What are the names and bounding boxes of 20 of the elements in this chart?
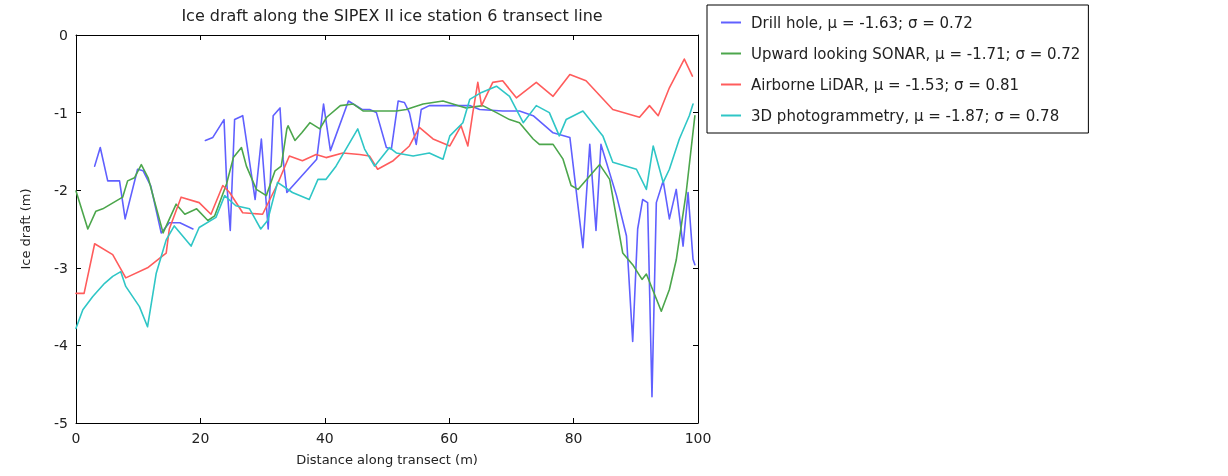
x-axis-title: Distance along transect (m) <box>296 452 478 467</box>
y-axis-title: Ice draft (m) <box>18 188 33 270</box>
y-tick-label: -3 <box>54 259 68 276</box>
x-tick-label: 20 <box>191 430 210 446</box>
x-tick-label: 100 <box>684 430 712 446</box>
x-tick-label: 40 <box>315 430 334 446</box>
y-tick-label: -5 <box>54 415 68 431</box>
y-tick-label: 0 <box>59 27 68 43</box>
chart-title: Ice draft along the SIPEX II ice station 6 transect line <box>181 5 603 25</box>
legend-label: Upward looking SONAR, μ = -1.71; σ = 0.72 <box>751 44 1081 63</box>
x-tick-label: 80 <box>564 430 583 446</box>
legend-label: Drill hole, μ = -1.63; σ = 0.72 <box>751 13 973 32</box>
legend-label: 3D photogrammetry, μ = -1.87; σ = 0.78 <box>751 106 1060 125</box>
legend-label: Airborne LiDAR, μ = -1.53; σ = 0.81 <box>751 75 1020 94</box>
y-tick-label: -1 <box>54 104 68 121</box>
x-tick-label: 60 <box>440 430 459 446</box>
line-series <box>75 58 694 295</box>
x-tick-label: 0 <box>71 430 81 446</box>
y-tick-label: -4 <box>54 337 69 354</box>
y-tick-label: -2 <box>54 182 68 199</box>
